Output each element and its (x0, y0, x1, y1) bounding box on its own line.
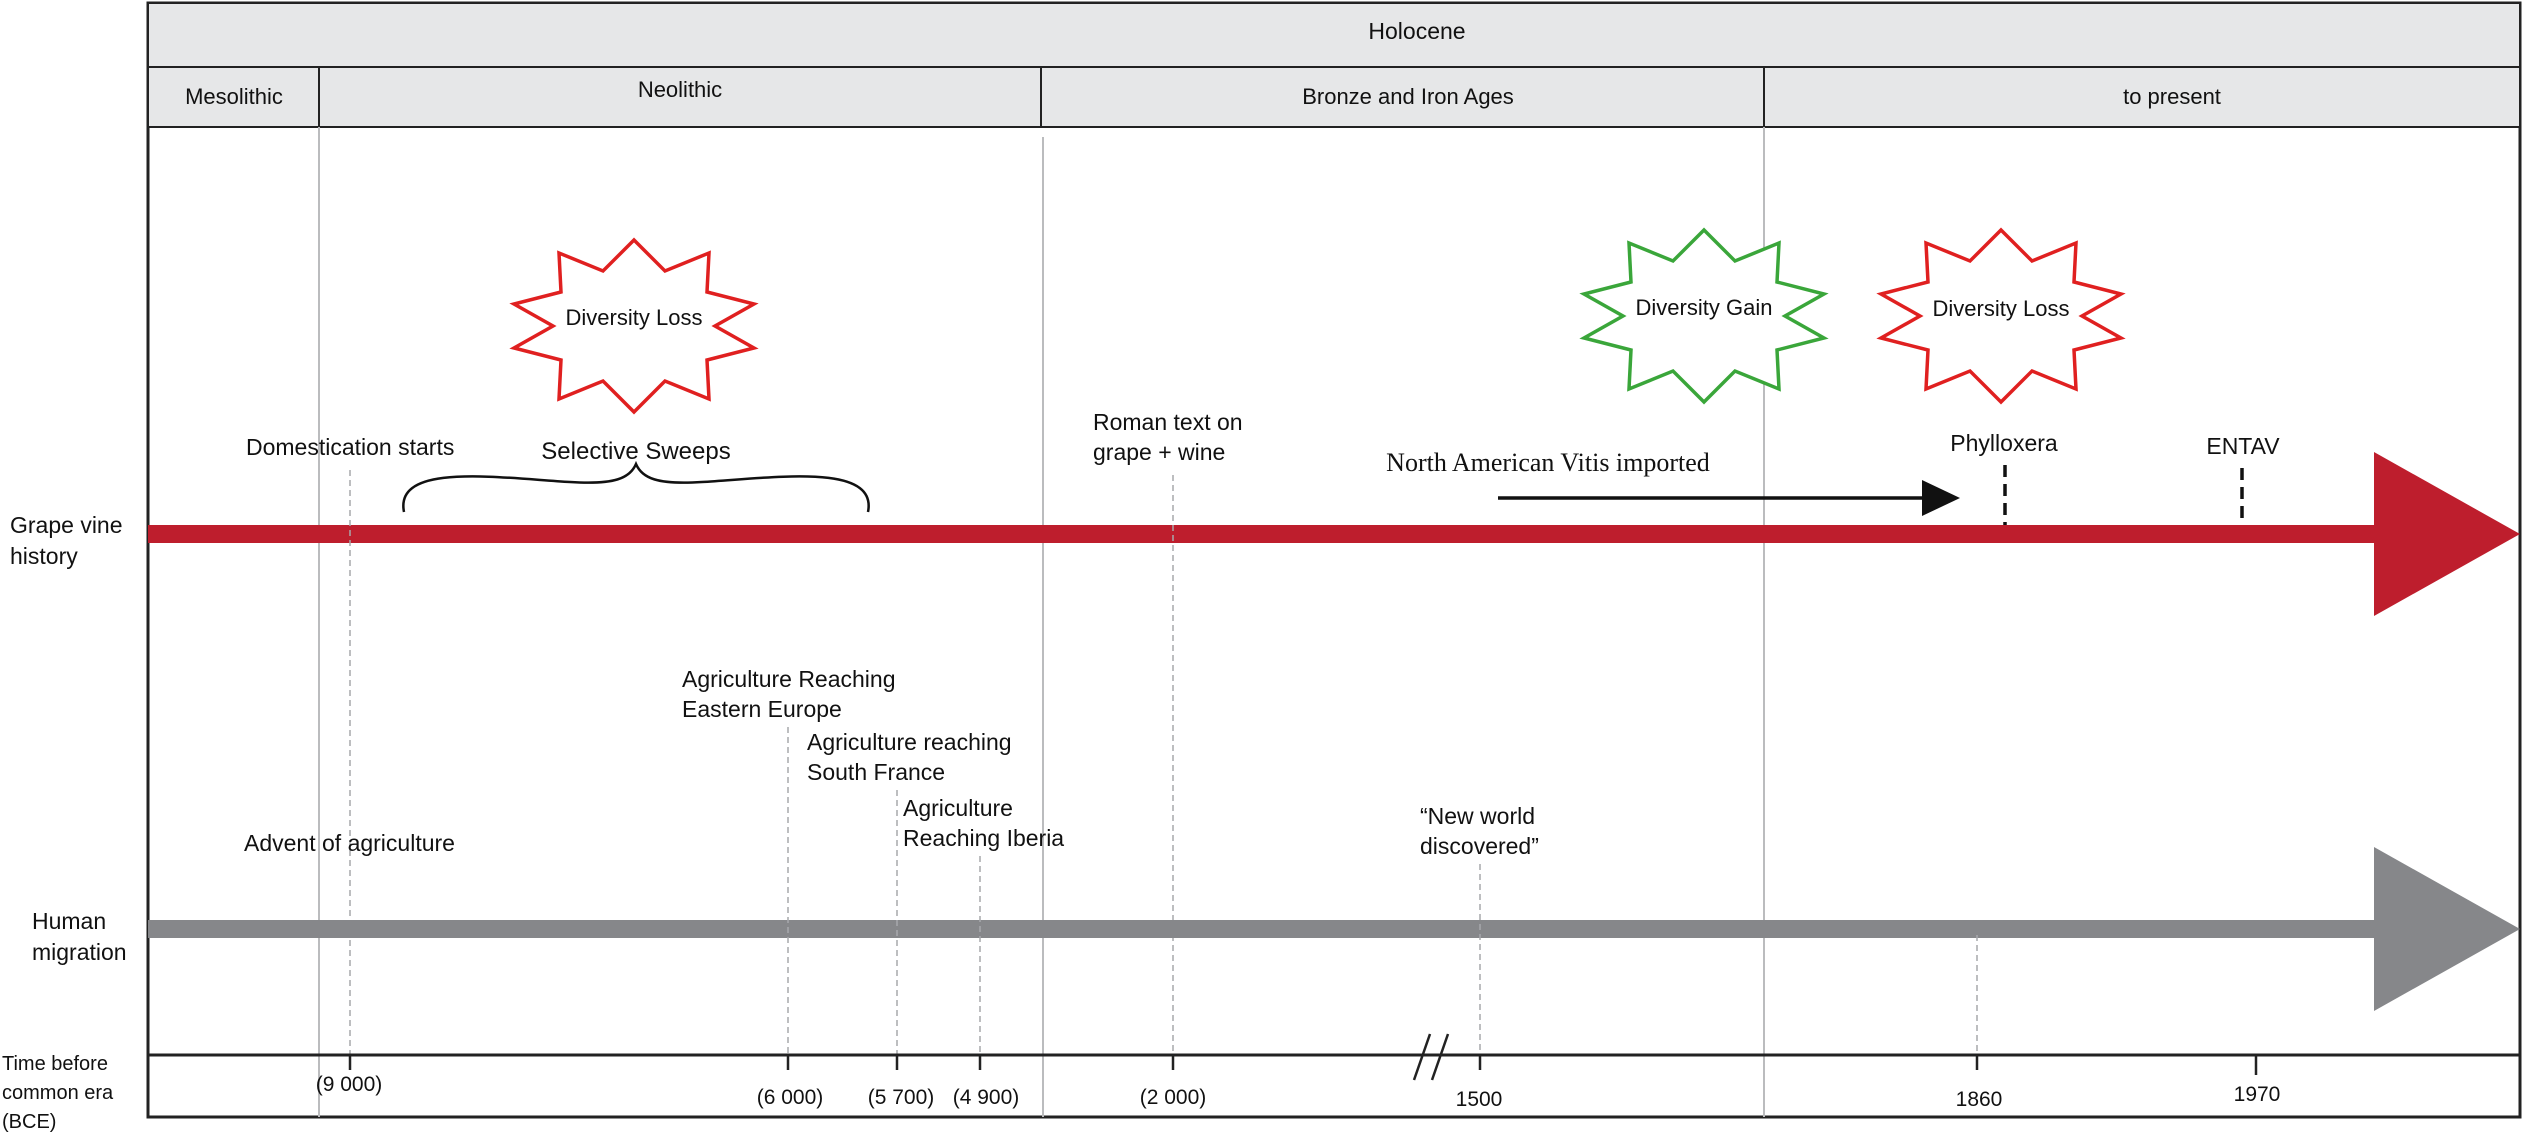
grape-arrow-head (2374, 452, 2520, 616)
epoch-band (147, 2, 2521, 68)
diversity-gain-label: Diversity Gain (1636, 295, 1773, 320)
time-tick-label: 1500 (1456, 1088, 1503, 1111)
eastern-europe-label: Agriculture Reaching Eastern Europe (682, 666, 902, 722)
phylloxera-label: Phylloxera (1950, 430, 2058, 456)
axis-break-mark (1430, 1033, 1450, 1081)
entav-label: ENTAV (2206, 433, 2280, 459)
period-present: to present (2123, 84, 2221, 109)
time-tick-label: (4 900) (953, 1086, 1020, 1109)
period-band (147, 66, 2521, 128)
iberia-label: Agriculture Reaching Iberia (903, 795, 1064, 851)
period-neolithic: Neolithic (638, 77, 722, 102)
diversity-loss-label: Diversity Loss (1933, 296, 2070, 321)
south-france-label: Agriculture reaching South France (807, 729, 1018, 785)
human-arrow-shaft (148, 920, 2378, 938)
grape-row-label: Grape vine history (10, 512, 129, 569)
grape-arrow-shaft (148, 525, 2378, 543)
human-row-label: Human migration (32, 908, 127, 965)
domestication-label: Domestication starts (246, 434, 454, 460)
time-row-label: Time before common era (BCE) (2, 1053, 119, 1133)
time-tick-label: 1970 (2234, 1083, 2281, 1106)
roman-text-label: Roman text on grape + wine (1093, 409, 1249, 465)
axis-break-mark (1412, 1033, 1432, 1081)
diversity-loss-burst (1876, 227, 2126, 405)
period-mesolithic: Mesolithic (185, 84, 283, 109)
epoch-label: Holocene (1368, 18, 1465, 44)
selective-sweeps-brace (402, 460, 870, 513)
north-american-vitis-arrowhead (1922, 480, 1960, 516)
advent-agriculture-label: Advent of agriculture (244, 830, 455, 856)
time-tick-label: (9 000) (316, 1073, 383, 1096)
time-tick-label: (6 000) (757, 1086, 824, 1109)
human-arrow-head (2374, 847, 2520, 1011)
diagram-frame (146, 1, 2522, 1119)
period-bronze-iron: Bronze and Iron Ages (1302, 84, 1514, 109)
diversity-gain-burst (1579, 227, 1829, 405)
diversity-loss-label: Diversity Loss (566, 305, 703, 330)
north-american-vitis-label: North American Vitis imported (1386, 448, 1710, 477)
new-world-label: “New world discovered” (1420, 803, 1541, 859)
time-tick-label: 1860 (1956, 1088, 2003, 1111)
selective-sweeps-label: Selective Sweeps (541, 438, 730, 465)
time-tick-label: (2 000) (1140, 1086, 1207, 1109)
diversity-loss-burst (509, 237, 759, 415)
time-tick-label: (5 700) (868, 1086, 935, 1109)
